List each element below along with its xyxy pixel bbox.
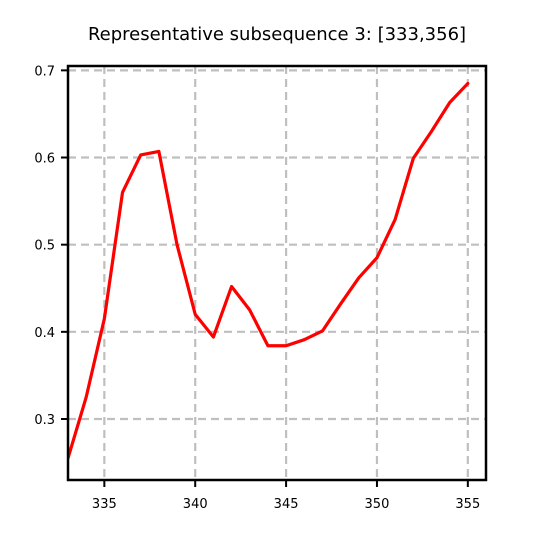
- series-line: [68, 81, 470, 460]
- plot-frame: [66, 64, 488, 482]
- x-tick-label: 335: [92, 497, 117, 512]
- x-tick-label: 340: [183, 497, 208, 512]
- series-layer: [68, 81, 470, 460]
- x-tick-label: 345: [274, 497, 299, 512]
- y-tick-label: 0.7: [34, 64, 55, 79]
- y-tick-label: 0.6: [34, 152, 55, 167]
- y-tick-label: 0.3: [34, 413, 55, 428]
- y-tick-label: 0.5: [34, 239, 55, 254]
- x-tick-label: 350: [365, 497, 390, 512]
- chart-title: Representative subsequence 3: [333,356]: [88, 24, 466, 45]
- axes: 335 340 345 350 355 0.3 0.4 0.5 0.6 0.7: [34, 64, 480, 512]
- y-tick-label: 0.4: [34, 326, 55, 341]
- grid: [68, 66, 486, 480]
- x-tick-label: 355: [455, 497, 480, 512]
